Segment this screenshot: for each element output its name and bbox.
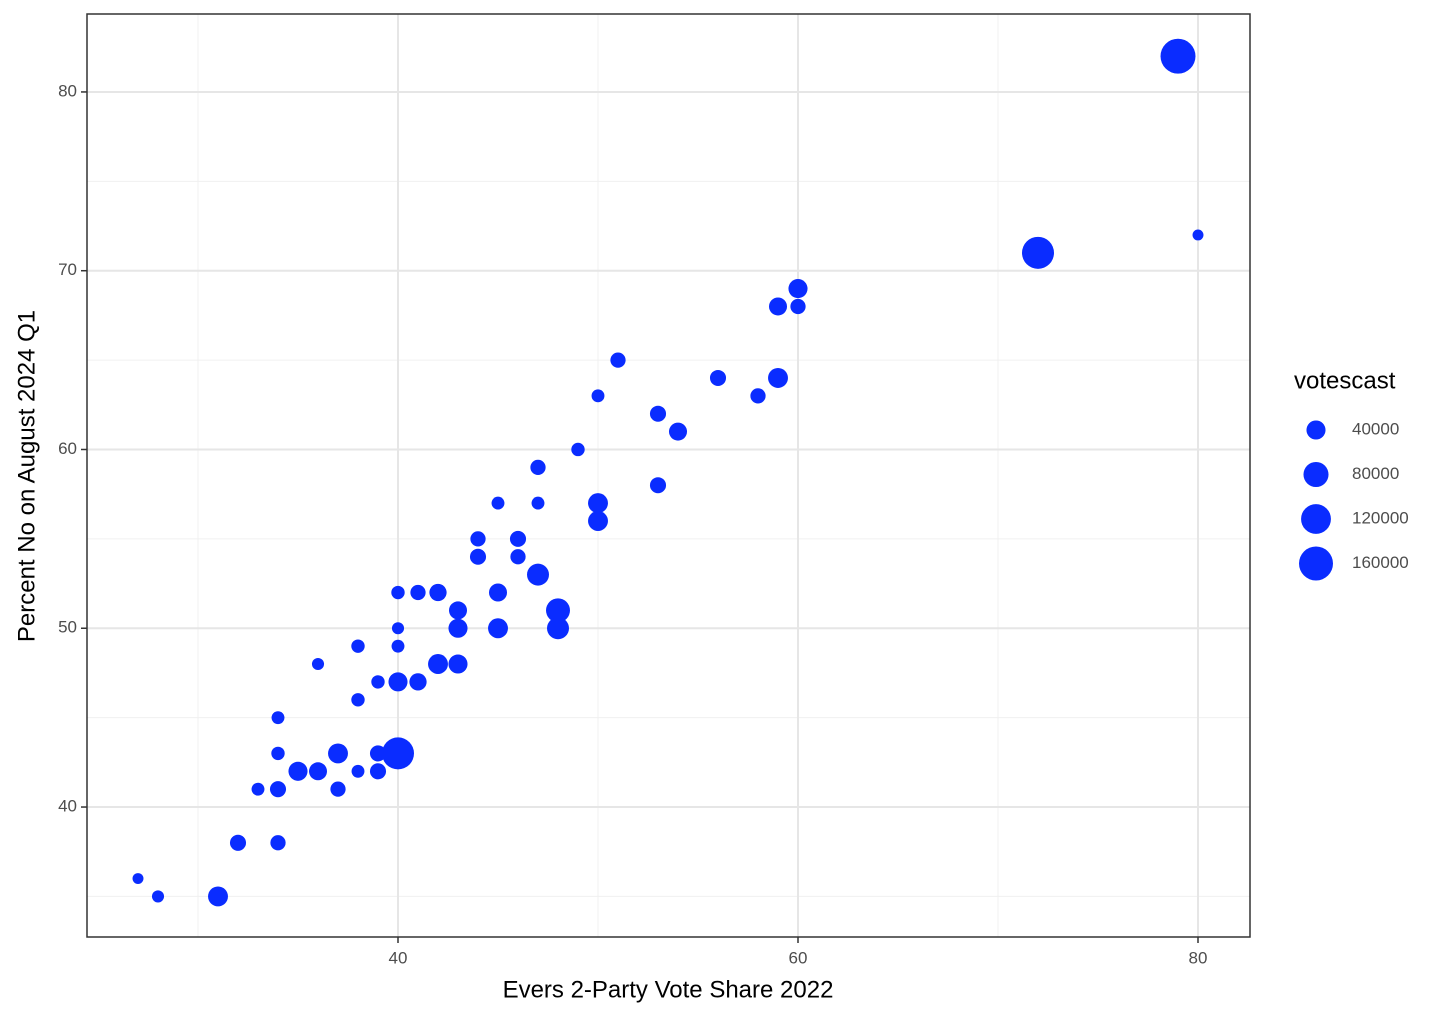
bubble bbox=[649, 477, 667, 494]
bubble bbox=[788, 279, 808, 299]
bubble bbox=[546, 598, 570, 623]
bubble bbox=[229, 834, 247, 851]
bubble bbox=[588, 493, 608, 514]
bubble bbox=[151, 890, 165, 903]
bubble bbox=[470, 531, 486, 547]
bubble bbox=[448, 654, 468, 674]
bubble bbox=[428, 654, 448, 674]
bubble bbox=[668, 422, 688, 441]
y-tick-label: 40 bbox=[58, 797, 77, 816]
x-tick-label: 80 bbox=[1189, 948, 1208, 967]
bubble bbox=[649, 405, 667, 422]
bubble bbox=[391, 585, 405, 600]
bubble bbox=[509, 530, 527, 547]
bubble bbox=[510, 549, 526, 565]
bubble bbox=[271, 746, 285, 761]
legend-key bbox=[1299, 546, 1333, 581]
bubble bbox=[251, 782, 265, 796]
bubble bbox=[369, 745, 387, 762]
bubble bbox=[488, 618, 508, 639]
bubble bbox=[311, 657, 325, 671]
bubble bbox=[271, 711, 285, 725]
legend-key bbox=[1306, 420, 1326, 440]
bubble bbox=[768, 368, 788, 388]
bubble bbox=[351, 693, 365, 707]
bubble bbox=[547, 617, 569, 640]
bubble bbox=[709, 369, 727, 387]
x-tick-label: 60 bbox=[789, 948, 808, 967]
bubble bbox=[610, 352, 626, 368]
bubble bbox=[410, 584, 426, 601]
y-axis-label: Percent No on August 2024 Q1 bbox=[13, 310, 40, 642]
legend-title: votescast bbox=[1294, 367, 1396, 394]
y-tick-label: 70 bbox=[58, 260, 77, 279]
legend-label: 80000 bbox=[1352, 464, 1399, 483]
bubble bbox=[591, 389, 605, 403]
bubble bbox=[750, 388, 766, 404]
x-tick-label: 40 bbox=[389, 948, 408, 967]
bubble bbox=[391, 639, 405, 653]
y-tick-label: 80 bbox=[58, 81, 77, 100]
bubble bbox=[448, 618, 468, 638]
bubble bbox=[388, 672, 408, 692]
legend-label: 40000 bbox=[1352, 419, 1399, 438]
y-tick-label: 50 bbox=[58, 618, 77, 637]
bubble bbox=[1022, 236, 1054, 269]
bubble bbox=[351, 764, 365, 778]
bubble bbox=[448, 601, 468, 620]
bubble bbox=[1160, 38, 1196, 74]
bubble bbox=[208, 886, 228, 907]
legend-key bbox=[1303, 461, 1329, 488]
bubble bbox=[768, 297, 788, 316]
bubble bbox=[488, 583, 508, 602]
bubble bbox=[369, 763, 387, 780]
bubble bbox=[391, 622, 405, 635]
bubble bbox=[429, 583, 447, 602]
bubble bbox=[527, 563, 549, 586]
y-tick-label: 60 bbox=[58, 439, 77, 458]
bubble bbox=[491, 496, 505, 510]
bubble bbox=[371, 675, 385, 689]
bubble bbox=[330, 781, 346, 797]
bubble bbox=[531, 496, 545, 510]
legend-label: 160000 bbox=[1352, 553, 1409, 572]
bubble bbox=[790, 298, 806, 315]
bubble bbox=[132, 873, 144, 885]
bubble bbox=[469, 548, 487, 565]
bubble bbox=[382, 737, 414, 770]
bubble bbox=[288, 761, 308, 781]
bubble bbox=[308, 762, 328, 781]
bubble bbox=[269, 781, 287, 798]
bubble bbox=[409, 673, 427, 691]
bubble bbox=[270, 835, 286, 851]
legend-key bbox=[1301, 504, 1331, 534]
bubble bbox=[530, 459, 546, 475]
legend-label: 120000 bbox=[1352, 508, 1409, 527]
plot-border bbox=[86, 13, 1251, 938]
bubble bbox=[1192, 229, 1204, 241]
bubble bbox=[588, 511, 608, 531]
x-axis-label: Evers 2-Party Vote Share 2022 bbox=[503, 976, 834, 1003]
bubble bbox=[351, 639, 365, 653]
bubble bbox=[571, 442, 585, 457]
bubble bbox=[328, 743, 348, 764]
